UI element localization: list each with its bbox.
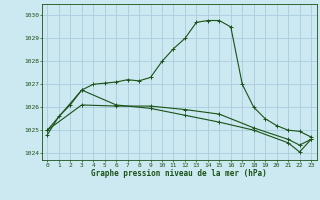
X-axis label: Graphe pression niveau de la mer (hPa): Graphe pression niveau de la mer (hPa) [91, 169, 267, 178]
